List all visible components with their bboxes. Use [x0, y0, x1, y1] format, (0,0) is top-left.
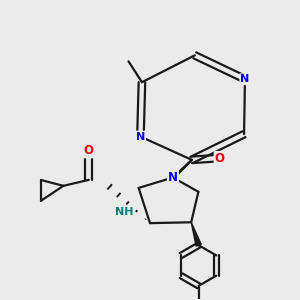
Text: O: O	[214, 152, 225, 165]
Text: NH: NH	[116, 207, 134, 217]
Text: N: N	[240, 74, 250, 84]
Text: N: N	[136, 132, 145, 142]
Polygon shape	[191, 222, 201, 246]
Text: O: O	[84, 144, 94, 158]
Text: N: N	[168, 171, 178, 184]
